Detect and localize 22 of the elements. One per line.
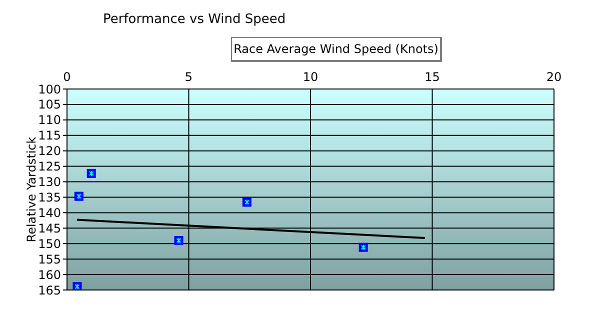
y-axis-title: Relative Yardstick: [24, 136, 38, 242]
y-tick-label: 115: [38, 128, 61, 143]
y-tick-label: 110: [38, 113, 61, 128]
y-tick-label: 160: [38, 268, 61, 282]
y-tick-label: 135: [38, 190, 61, 204]
x-tick-label: 15: [424, 70, 440, 84]
x-tick-label: 10: [302, 70, 318, 84]
y-tick-label: 130: [38, 175, 61, 190]
y-tick-label: 100: [38, 82, 61, 96]
y-tick-label: 155: [38, 252, 61, 266]
x-tick-label: 5: [184, 70, 193, 84]
y-tick-label: 145: [38, 221, 61, 236]
y-tick-label: 120: [38, 144, 61, 158]
y-tick-label: 150: [38, 236, 61, 251]
x-tick-label: 0: [63, 70, 71, 84]
y-tick-label: 125: [38, 160, 61, 174]
x-tick-label: 20: [546, 70, 562, 84]
y-tick-label: 105: [38, 98, 61, 112]
y-tick-label: 165: [38, 283, 61, 298]
chart-title: Performance vs Wind Speed: [103, 12, 286, 27]
x-axis-title: Race Average Wind Speed (Knots): [231, 37, 442, 62]
y-tick-label: 140: [38, 206, 61, 220]
